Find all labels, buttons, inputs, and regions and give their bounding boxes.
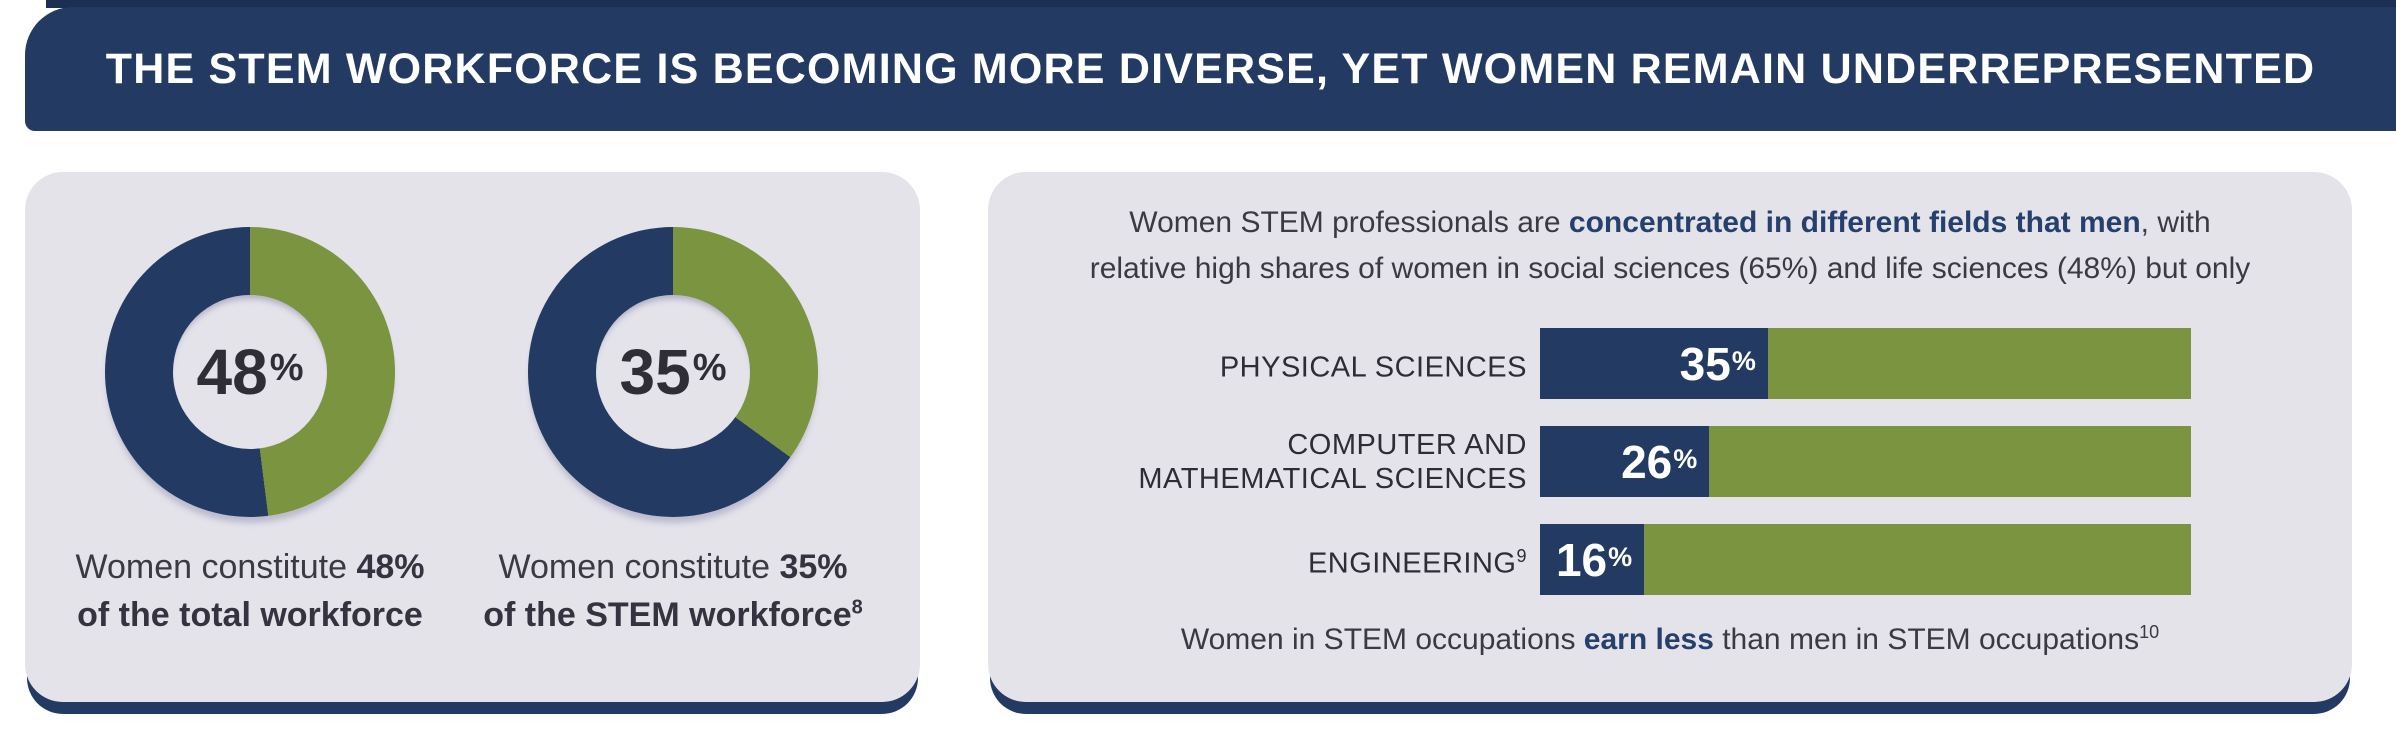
bar-value-label: 16% [1556, 533, 1632, 587]
bar-row-computer-math-sciences: COMPUTER AND MATHEMATICAL SCIENCES 26% [988, 426, 2352, 497]
bar-track: 26% [1540, 426, 2191, 497]
donut-number: 35 [619, 336, 691, 408]
caption-footnote-ref: 8 [851, 597, 863, 619]
donut-chart-stem-workforce: 35% [528, 227, 818, 517]
donut-group-stem-workforce: 35% Women constitute 35% of the STEM wor… [453, 227, 893, 636]
donut-group-total-workforce: 48% Women constitute 48% of the total wo… [30, 227, 470, 636]
footnote-emphasis: earn less [1583, 623, 1714, 656]
bar-fill-women-share: 26% [1540, 426, 1710, 497]
percent-sign: % [1673, 443, 1698, 474]
earnings-footnote: Women in STEM occupations earn less than… [988, 622, 2352, 657]
donut-hole: 48% [173, 295, 327, 449]
caption-text: Women constitute [75, 548, 357, 586]
bar-label-text: PHYSICAL SCIENCES [1219, 351, 1527, 384]
bar-track: 16% [1540, 524, 2191, 595]
bar-track: 35% [1540, 328, 2191, 399]
footnote-text: than men in STEM occupations [1713, 623, 2140, 656]
caption-text: Women constitute [498, 548, 780, 586]
bar-fill-women-share: 35% [1540, 328, 1768, 399]
fields-panel: Women STEM professionals are concentrate… [988, 172, 2352, 702]
donut-caption-total-workforce: Women constitute 48% of the total workfo… [30, 547, 470, 636]
caption-line2: of the STEM workforce [483, 596, 852, 635]
intro-text: Women STEM professionals are [1129, 206, 1569, 239]
bar-label-computer-math-sciences: COMPUTER AND MATHEMATICAL SCIENCES [988, 428, 1527, 496]
bar-label-text-line2: MATHEMATICAL SCIENCES [1138, 462, 1527, 495]
bar-number: 26 [1621, 435, 1673, 488]
caption-value: 35% [779, 548, 848, 586]
donut-number: 48 [196, 336, 268, 408]
header-banner: THE STEM WORKFORCE IS BECOMING MORE DIVE… [25, 7, 2396, 131]
intro-text-line2: relative high shares of women in social … [1089, 252, 2251, 285]
caption-line2: of the total workforce [77, 596, 423, 635]
bar-value-label: 26% [1621, 435, 1697, 489]
workforce-share-panel: 48% Women constitute 48% of the total wo… [25, 172, 920, 702]
donut-caption-stem-workforce: Women constitute 35% of the STEM workfor… [453, 547, 893, 636]
bar-label-footnote-ref: 9 [1516, 545, 1527, 566]
intro-emphasis: concentrated in different fields that me… [1568, 206, 2141, 239]
top-edge-strip [46, 0, 2396, 8]
fields-intro-text: Women STEM professionals are concentrate… [988, 200, 2352, 292]
caption-value: 48% [356, 548, 425, 586]
percent-sign: % [1608, 541, 1633, 572]
bar-fill-women-share: 16% [1540, 524, 1645, 595]
bar-value-label: 35% [1680, 337, 1756, 391]
donut-value-stem-workforce: 35% [620, 335, 727, 409]
stacked-bar-chart: PHYSICAL SCIENCES 35% COMPUTER AND MATHE… [988, 328, 2352, 622]
bar-label-engineering: ENGINEERING9 [988, 539, 1527, 581]
percent-sign: % [1731, 345, 1756, 376]
bar-label-text: COMPUTER AND [1287, 428, 1527, 461]
donut-hole: 35% [596, 295, 750, 449]
bar-number: 16 [1555, 533, 1608, 586]
page-title: THE STEM WORKFORCE IS BECOMING MORE DIVE… [105, 44, 2316, 93]
percent-sign: % [692, 347, 727, 389]
donut-chart-total-workforce: 48% [105, 227, 395, 517]
bar-label-text: ENGINEERING [1307, 547, 1517, 580]
bar-row-engineering: ENGINEERING9 16% [988, 524, 2352, 595]
bar-label-physical-sciences: PHYSICAL SCIENCES [988, 343, 1527, 385]
footnote-ref: 10 [2139, 622, 2160, 642]
intro-text: , with [2140, 206, 2211, 239]
percent-sign: % [269, 347, 304, 389]
footnote-text: Women in STEM occupations [1180, 623, 1584, 656]
bar-number: 35 [1679, 337, 1731, 390]
bar-row-physical-sciences: PHYSICAL SCIENCES 35% [988, 328, 2352, 399]
donut-value-total-workforce: 48% [197, 335, 304, 409]
